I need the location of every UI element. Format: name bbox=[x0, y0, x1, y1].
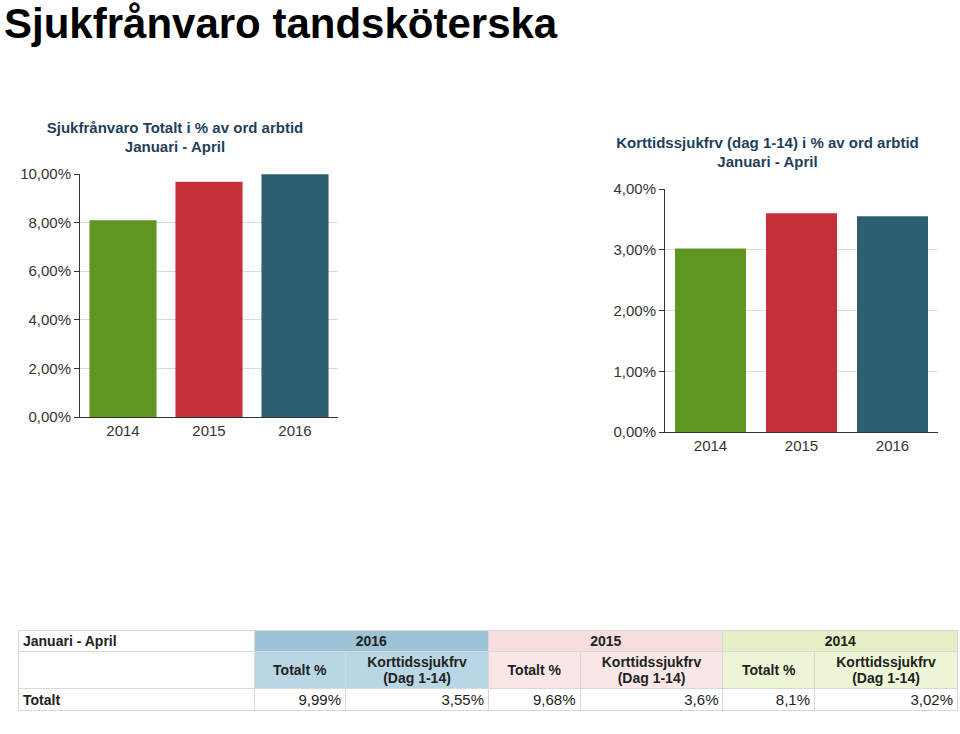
html-text:Totalt: Totalt bbox=[23, 691, 61, 708]
svg-text:8,00%: 8,00% bbox=[28, 214, 71, 231]
html-text:Totalt %: Totalt % bbox=[742, 662, 796, 678]
html-text:2016: 2016 bbox=[355, 633, 387, 649]
html-text:3,6%: 3,6% bbox=[684, 691, 719, 708]
html-text:2015: 2015 bbox=[590, 633, 622, 649]
html-text:Sjukfrånvaro tandsköterska: Sjukfrånvaro tandsköterska bbox=[4, 0, 558, 47]
svg-text:1,00%: 1,00% bbox=[613, 363, 656, 380]
svg-text:4,00%: 4,00% bbox=[28, 311, 71, 328]
html-text:Korttidssjukfrv (Dag 1-14): Korttidssjukfrv (Dag 1-14) bbox=[836, 654, 936, 686]
svg-text:10,00%: 10,00% bbox=[20, 165, 71, 182]
html-text:2014: 2014 bbox=[824, 633, 856, 649]
svg-text:2015: 2015 bbox=[192, 422, 225, 439]
svg-text:0,00%: 0,00% bbox=[28, 408, 71, 425]
svg-text:0,00%: 0,00% bbox=[613, 423, 656, 440]
svg-text:6,00%: 6,00% bbox=[28, 262, 71, 279]
html-text:Korttidssjukfrv (Dag 1-14): Korttidssjukfrv (Dag 1-14) bbox=[601, 654, 702, 686]
html-text:Korttidssjukfrv (Dag 1-14): Korttidssjukfrv (Dag 1-14) bbox=[367, 654, 467, 686]
html-text:Januari - April: Januari - April bbox=[23, 633, 117, 649]
svg-text:3,00%: 3,00% bbox=[613, 241, 656, 258]
html-text:3,55%: 3,55% bbox=[441, 691, 484, 708]
svg-text:2016: 2016 bbox=[278, 422, 311, 439]
svg-text:2014: 2014 bbox=[694, 437, 727, 454]
svg-text:Sjukfrånvaro Totalt i % av ord: Sjukfrånvaro Totalt i % av ord arbtidJan… bbox=[47, 119, 303, 156]
html-text:3,02%: 3,02% bbox=[910, 691, 953, 708]
html-text:Totalt %: Totalt % bbox=[273, 662, 327, 678]
svg-text:4,00%: 4,00% bbox=[613, 180, 656, 197]
svg-text:Korttidssjukfrv (dag 1-14) i %: Korttidssjukfrv (dag 1-14) i % av ord ar… bbox=[616, 134, 919, 171]
svg-text:2014: 2014 bbox=[106, 422, 139, 439]
html-text:9,68%: 9,68% bbox=[533, 691, 576, 708]
svg-text:2,00%: 2,00% bbox=[613, 302, 656, 319]
html-text:8,1%: 8,1% bbox=[775, 691, 810, 708]
svg-text:2,00%: 2,00% bbox=[28, 360, 71, 377]
svg-text:2016: 2016 bbox=[876, 437, 909, 454]
svg-text:2015: 2015 bbox=[785, 437, 818, 454]
html-text:9,99%: 9,99% bbox=[298, 691, 341, 708]
html-text:Totalt %: Totalt % bbox=[507, 662, 561, 678]
